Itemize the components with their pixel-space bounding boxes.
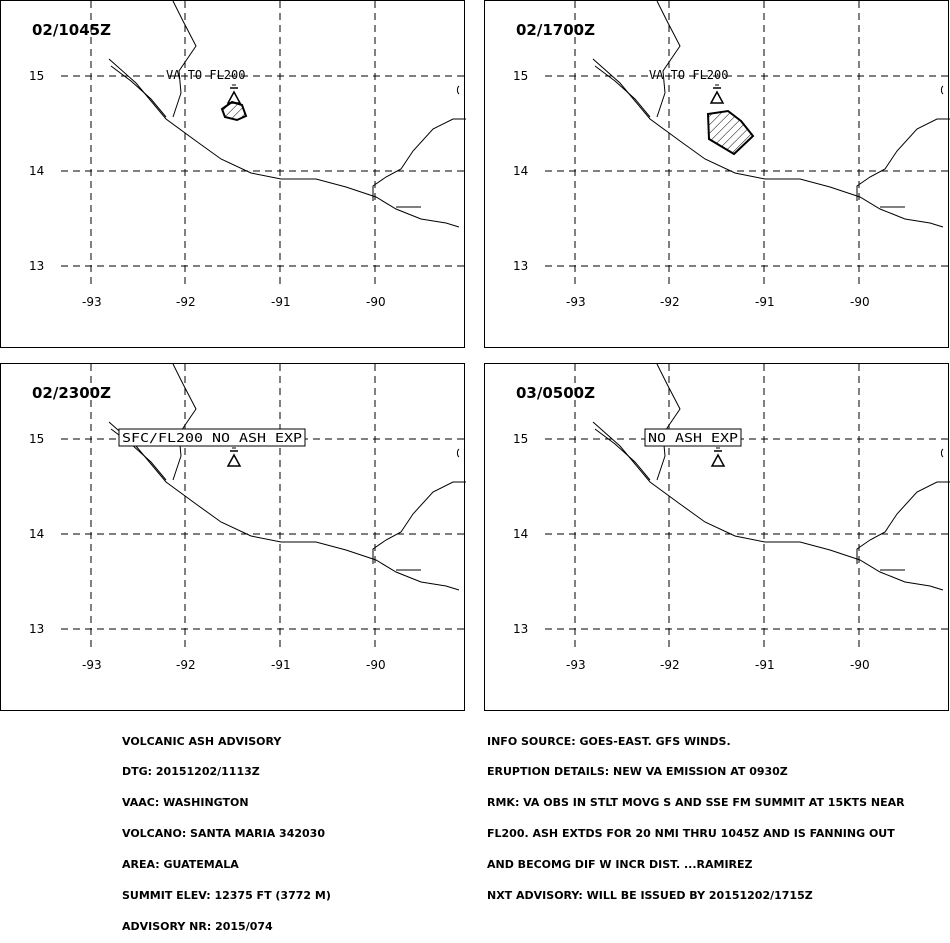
latitude-tick-label: 15 <box>29 69 44 83</box>
ash-label: NO ASH EXP <box>648 431 738 445</box>
longitude-tick-label: -90 <box>366 295 386 309</box>
coastline-detail <box>594 65 651 118</box>
ash-label: VA TO FL200 <box>649 68 728 82</box>
latitude-tick-label: 15 <box>513 432 528 446</box>
longitude-tick-label: -93 <box>82 658 102 672</box>
border-line <box>172 364 197 481</box>
advisory-line: VOLCANIC ASH ADVISORY <box>122 734 282 748</box>
ash-label-box <box>118 428 306 447</box>
map-canvas: 15 14 13 -93 -92 -91 -90 02/1045Z VA TO FL200 <box>29 1 466 309</box>
longitude-tick-label: -91 <box>755 295 775 309</box>
forecast-panel-2: 15 14 13 -93 -92 -91 -90 02/1700Z VA TO FL200 <box>484 0 950 348</box>
latitude-tick-label: 14 <box>29 164 44 178</box>
border-line <box>372 481 466 564</box>
panel-time-label: 02/1700Z <box>516 21 595 39</box>
border-line <box>856 481 950 564</box>
island <box>940 85 944 95</box>
longitude-tick-label: -93 <box>82 295 102 309</box>
map-canvas: 15 14 13 -93 -92 -91 -90 02/2300Z SFC/FL200 NO A… <box>29 364 466 672</box>
island <box>456 85 460 95</box>
border-line <box>656 364 681 481</box>
island <box>940 448 944 458</box>
map-canvas: 15 14 13 -93 -92 -91 -90 02/1700Z VA TO FL200 <box>513 1 950 309</box>
latitude-tick-label: 15 <box>513 69 528 83</box>
ash-label: VA TO FL200 <box>166 68 245 82</box>
longitude-tick-label: -91 <box>755 658 775 672</box>
ash-cloud-area <box>220 100 248 122</box>
forecast-panel-1: 15 14 13 -93 -92 -91 -90 02/1045Z VA TO FL200 <box>0 0 466 348</box>
volcano-icon <box>226 84 242 104</box>
longitude-tick-label: -92 <box>176 295 196 309</box>
advisory-line: FL200. ASH EXTDS FOR 20 NMI THRU 1045Z A… <box>487 827 895 841</box>
volcano-icon <box>710 447 726 467</box>
advisory-line: NXT ADVISORY: WILL BE ISSUED BY 20151202… <box>487 889 813 903</box>
advisory-line: VAAC: WASHINGTON <box>122 796 249 810</box>
longitude-tick-label: -91 <box>271 658 291 672</box>
latitude-tick-label: 14 <box>513 527 528 541</box>
coastline-detail <box>594 428 651 481</box>
advisory-line: ADVISORY NR: 2015/074 <box>122 919 273 933</box>
longitude-tick-label: -93 <box>566 658 586 672</box>
longitude-tick-label: -91 <box>271 295 291 309</box>
advisory-line: AND BECOMG DIF W INCR DIST. ...RAMIREZ <box>487 858 753 872</box>
coastline-detail <box>110 65 167 118</box>
latitude-tick-label: 13 <box>29 622 44 636</box>
longitude-tick-label: -92 <box>660 658 680 672</box>
longitude-tick-label: -93 <box>566 295 586 309</box>
border-line <box>172 1 197 118</box>
island <box>456 448 460 458</box>
ash-label-box <box>644 428 742 447</box>
advisory-line: INFO SOURCE: GOES-EAST. GFS WINDS. <box>487 734 731 748</box>
coastline <box>108 58 460 228</box>
advisory-header-block: VOLCANIC ASH ADVISORY DTG: 20151202/1113… <box>122 716 331 943</box>
ash-label: SFC/FL200 NO ASH EXP <box>122 431 302 445</box>
border-line <box>856 118 950 201</box>
panel-time-label: 02/2300Z <box>32 384 111 402</box>
coastline <box>592 421 944 591</box>
volcano-icon <box>226 447 242 467</box>
coastline <box>592 58 944 228</box>
longitude-tick-label: -90 <box>366 658 386 672</box>
advisory-line: RMK: VA OBS IN STLT MOVG S AND SSE FM SU… <box>487 796 905 810</box>
latitude-tick-label: 13 <box>29 259 44 273</box>
border-line <box>372 118 466 201</box>
advisory-line: VOLCANO: SANTA MARIA 342030 <box>122 827 325 841</box>
latitude-tick-label: 14 <box>513 164 528 178</box>
longitude-tick-label: -90 <box>850 658 870 672</box>
latitude-tick-label: 13 <box>513 622 528 636</box>
longitude-tick-label: -92 <box>660 295 680 309</box>
advisory-line: AREA: GUATEMALA <box>122 858 239 872</box>
map-canvas: 15 14 13 -93 -92 -91 -90 03/0500Z NO ASH EXP <box>513 364 950 672</box>
longitude-tick-label: -90 <box>850 295 870 309</box>
advisory-line: ERUPTION DETAILS: NEW VA EMISSION AT 093… <box>487 765 788 779</box>
forecast-panel-3: 15 14 13 -93 -92 -91 -90 02/2300Z SFC/FL200 NO A… <box>0 363 466 711</box>
longitude-tick-label: -92 <box>176 658 196 672</box>
latitude-tick-label: 13 <box>513 259 528 273</box>
panel-time-label: 03/0500Z <box>516 384 595 402</box>
advisory-line: SUMMIT ELEV: 12375 FT (3772 M) <box>122 889 331 903</box>
latitude-tick-label: 15 <box>29 432 44 446</box>
ash-cloud-area <box>706 109 755 156</box>
latitude-tick-label: 14 <box>29 527 44 541</box>
panel-time-label: 02/1045Z <box>32 21 111 39</box>
coastline <box>108 421 460 591</box>
advisory-remarks-block: INFO SOURCE: GOES-EAST. GFS WINDS. ERUPT… <box>487 716 905 912</box>
advisory-line: DTG: 20151202/1113Z <box>122 765 260 779</box>
volcano-icon <box>709 84 725 104</box>
border-line <box>656 1 681 118</box>
forecast-panel-4: 15 14 13 -93 -92 -91 -90 03/0500Z NO ASH EXP <box>484 363 950 711</box>
